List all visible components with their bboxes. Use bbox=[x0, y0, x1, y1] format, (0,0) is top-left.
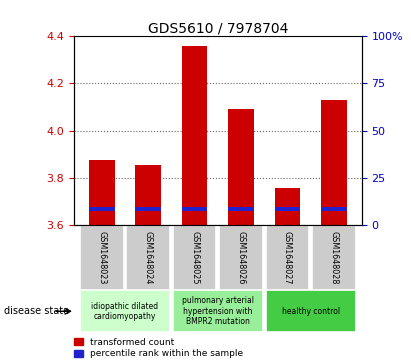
Bar bbox=[228, 110, 254, 225]
Bar bbox=[89, 160, 115, 225]
Title: GDS5610 / 7978704: GDS5610 / 7978704 bbox=[148, 21, 288, 35]
Bar bbox=[219, 225, 263, 290]
Bar bbox=[312, 225, 356, 290]
Bar bbox=[275, 207, 300, 211]
Text: pulmonary arterial
hypertension with
BMPR2 mutation: pulmonary arterial hypertension with BMP… bbox=[182, 296, 254, 326]
Bar bbox=[173, 225, 217, 290]
Text: idiopathic dilated
cardiomyopathy: idiopathic dilated cardiomyopathy bbox=[92, 302, 159, 321]
Bar bbox=[266, 290, 356, 332]
Text: disease state: disease state bbox=[4, 306, 69, 316]
Bar bbox=[80, 290, 170, 332]
Bar bbox=[80, 225, 124, 290]
Bar bbox=[321, 100, 346, 225]
Bar bbox=[136, 207, 161, 211]
Text: healthy control: healthy control bbox=[282, 307, 340, 316]
Text: GSM1648025: GSM1648025 bbox=[190, 231, 199, 285]
Bar bbox=[228, 207, 254, 211]
Bar bbox=[182, 46, 208, 225]
Text: GSM1648026: GSM1648026 bbox=[237, 231, 245, 285]
Legend: transformed count, percentile rank within the sample: transformed count, percentile rank withi… bbox=[74, 338, 243, 359]
Bar bbox=[182, 207, 208, 211]
Bar bbox=[275, 188, 300, 225]
Bar bbox=[173, 290, 263, 332]
Text: GSM1648028: GSM1648028 bbox=[329, 231, 338, 285]
Text: GSM1648027: GSM1648027 bbox=[283, 231, 292, 285]
Bar bbox=[127, 225, 170, 290]
Bar bbox=[136, 165, 161, 225]
Bar bbox=[89, 207, 115, 211]
Bar bbox=[321, 207, 346, 211]
Bar bbox=[266, 225, 309, 290]
Text: GSM1648023: GSM1648023 bbox=[97, 231, 106, 285]
Text: GSM1648024: GSM1648024 bbox=[144, 231, 153, 285]
